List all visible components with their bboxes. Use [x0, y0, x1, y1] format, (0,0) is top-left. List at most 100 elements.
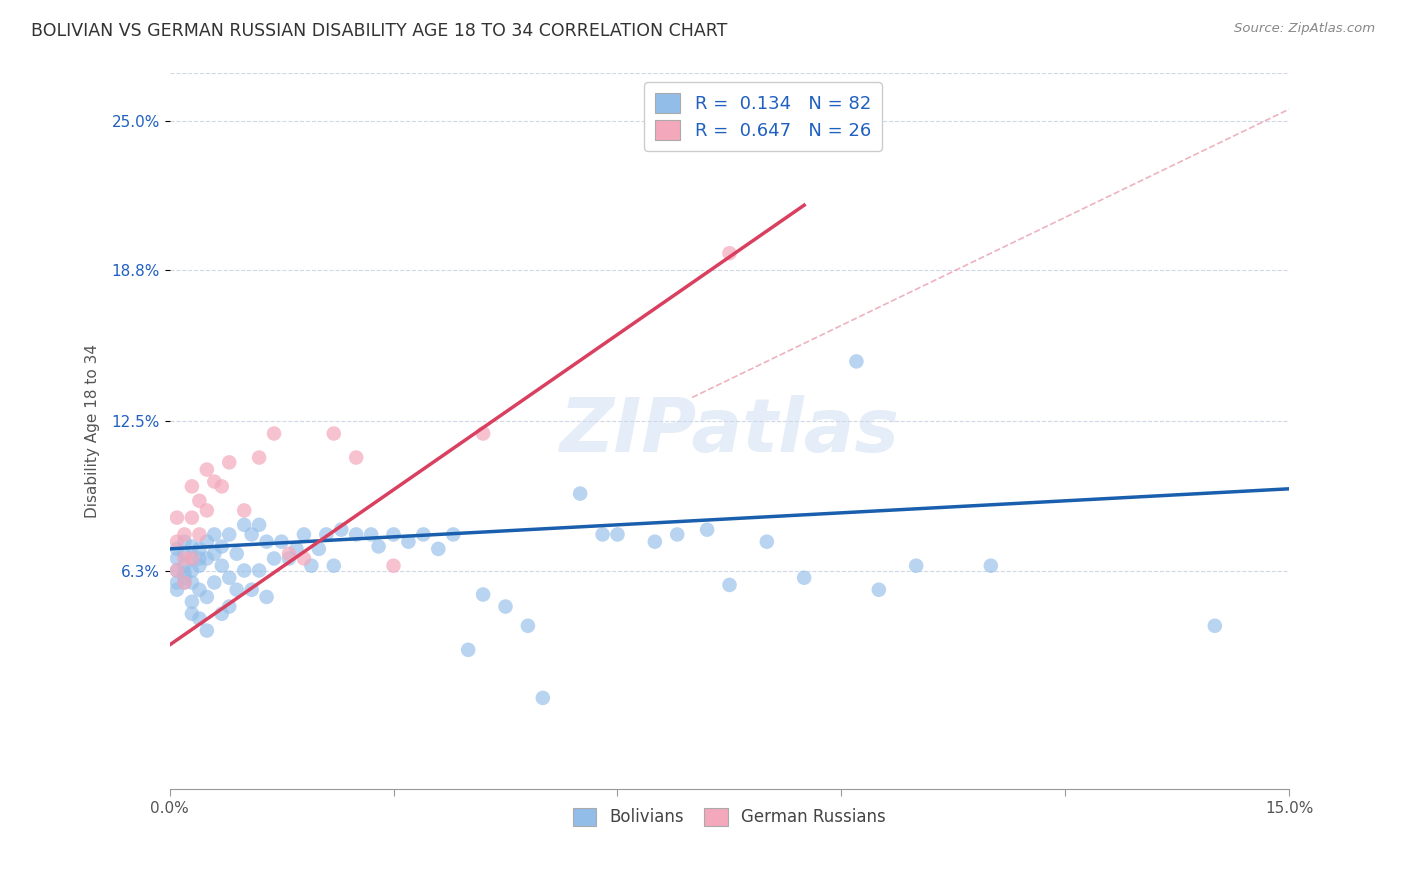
Point	[427, 541, 450, 556]
Point	[606, 527, 628, 541]
Point	[868, 582, 890, 597]
Point	[173, 558, 195, 573]
Point	[569, 486, 592, 500]
Point	[256, 534, 278, 549]
Point	[173, 575, 195, 590]
Point	[330, 523, 353, 537]
Point	[905, 558, 928, 573]
Point	[696, 523, 718, 537]
Point	[188, 558, 211, 573]
Point	[644, 534, 666, 549]
Y-axis label: Disability Age 18 to 34: Disability Age 18 to 34	[86, 344, 100, 518]
Point	[211, 558, 233, 573]
Point	[441, 527, 464, 541]
Point	[166, 541, 188, 556]
Point	[180, 551, 202, 566]
Point	[240, 582, 263, 597]
Point	[472, 426, 495, 441]
Point	[180, 510, 202, 524]
Text: ZIPatlas: ZIPatlas	[560, 394, 900, 467]
Point	[315, 527, 337, 541]
Point	[299, 558, 322, 573]
Point	[360, 527, 382, 541]
Point	[247, 450, 270, 465]
Point	[233, 517, 256, 532]
Legend: Bolivians, German Russians: Bolivians, German Russians	[565, 799, 894, 835]
Point	[755, 534, 778, 549]
Point	[180, 607, 202, 621]
Point	[166, 575, 188, 590]
Point	[472, 588, 495, 602]
Point	[202, 475, 225, 489]
Point	[270, 534, 292, 549]
Point	[218, 571, 240, 585]
Point	[225, 582, 247, 597]
Point	[247, 517, 270, 532]
Point	[718, 578, 741, 592]
Point	[188, 611, 211, 625]
Point	[247, 564, 270, 578]
Point	[195, 624, 218, 638]
Point	[516, 619, 538, 633]
Point	[233, 503, 256, 517]
Point	[202, 547, 225, 561]
Point	[285, 541, 308, 556]
Point	[308, 541, 330, 556]
Point	[173, 566, 195, 580]
Point	[166, 564, 188, 578]
Point	[382, 527, 405, 541]
Point	[218, 527, 240, 541]
Point	[367, 540, 389, 554]
Point	[278, 551, 301, 566]
Point	[195, 503, 218, 517]
Point	[845, 354, 868, 368]
Point	[180, 595, 202, 609]
Point	[188, 493, 211, 508]
Point	[211, 540, 233, 554]
Point	[173, 575, 195, 590]
Point	[195, 534, 218, 549]
Point	[180, 575, 202, 590]
Point	[202, 575, 225, 590]
Point	[218, 455, 240, 469]
Point	[188, 527, 211, 541]
Point	[980, 558, 1002, 573]
Point	[166, 534, 188, 549]
Point	[202, 527, 225, 541]
Point	[173, 534, 195, 549]
Point	[263, 426, 285, 441]
Point	[180, 479, 202, 493]
Text: Source: ZipAtlas.com: Source: ZipAtlas.com	[1234, 22, 1375, 36]
Point	[344, 450, 367, 465]
Point	[211, 479, 233, 493]
Text: BOLIVIAN VS GERMAN RUSSIAN DISABILITY AGE 18 TO 34 CORRELATION CHART: BOLIVIAN VS GERMAN RUSSIAN DISABILITY AG…	[31, 22, 727, 40]
Point	[218, 599, 240, 614]
Point	[412, 527, 434, 541]
Point	[173, 571, 195, 585]
Point	[322, 558, 344, 573]
Point	[195, 551, 218, 566]
Point	[382, 558, 405, 573]
Point	[263, 551, 285, 566]
Point	[233, 564, 256, 578]
Point	[173, 527, 195, 541]
Point	[188, 582, 211, 597]
Point	[531, 690, 554, 705]
Point	[240, 527, 263, 541]
Point	[1204, 619, 1226, 633]
Point	[188, 551, 211, 566]
Point	[592, 527, 614, 541]
Point	[188, 541, 211, 556]
Point	[322, 426, 344, 441]
Point	[666, 527, 689, 541]
Point	[180, 551, 202, 566]
Point	[195, 462, 218, 476]
Point	[180, 564, 202, 578]
Point	[225, 547, 247, 561]
Point	[495, 599, 517, 614]
Point	[166, 582, 188, 597]
Point	[292, 527, 315, 541]
Point	[256, 590, 278, 604]
Point	[173, 547, 195, 561]
Point	[344, 527, 367, 541]
